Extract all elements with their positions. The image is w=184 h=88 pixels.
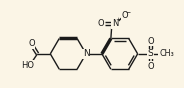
Text: O: O — [147, 37, 154, 46]
Text: N: N — [83, 49, 89, 58]
Text: O: O — [98, 19, 104, 28]
Text: HO: HO — [21, 61, 34, 70]
Text: O: O — [28, 40, 35, 48]
Text: +: + — [115, 17, 121, 22]
Text: S: S — [148, 49, 153, 58]
Text: CH₃: CH₃ — [159, 49, 174, 58]
Text: −: − — [125, 9, 130, 14]
Text: O: O — [147, 62, 154, 71]
Text: N: N — [112, 19, 118, 28]
Text: O: O — [121, 11, 128, 20]
